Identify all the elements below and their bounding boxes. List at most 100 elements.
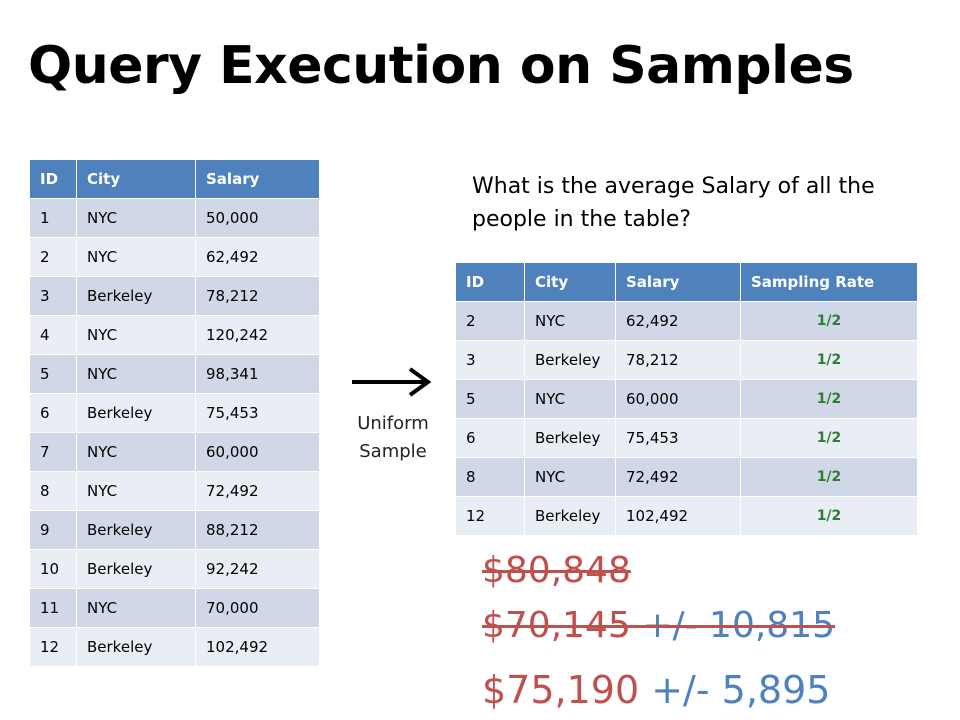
- salary-cell: 72,492: [195, 471, 320, 511]
- sampling-rate-cell: 1/2: [740, 379, 918, 419]
- table-row: 12 Berkeley 102,492: [30, 627, 320, 667]
- city-cell: Berkeley: [76, 627, 196, 667]
- id-cell: 1: [30, 198, 77, 238]
- column-header-sampling-rate: Sampling Rate: [740, 263, 918, 302]
- salary-cell: 50,000: [195, 198, 320, 238]
- salary-cell: 62,492: [195, 237, 320, 277]
- estimate-second-error: +/- 5,895: [639, 668, 831, 712]
- salary-cell: 102,492: [615, 496, 741, 536]
- city-cell: NYC: [76, 432, 196, 472]
- id-cell: 7: [30, 432, 77, 472]
- id-cell: 12: [30, 627, 77, 667]
- sampling-rate-cell: 1/2: [740, 340, 918, 380]
- salary-cell: 98,341: [195, 354, 320, 394]
- salary-cell: 75,453: [615, 418, 741, 458]
- table-row: 11 NYC 70,000: [30, 588, 320, 628]
- salary-cell: 70,000: [195, 588, 320, 628]
- table-row: 5 NYC 98,341: [30, 354, 320, 394]
- table-row: 2 NYC 62,492 1/2: [456, 301, 918, 341]
- table-row: 10 Berkeley 92,242: [30, 549, 320, 589]
- id-cell: 4: [30, 315, 77, 355]
- city-cell: Berkeley: [76, 510, 196, 550]
- table-row: 9 Berkeley 88,212: [30, 510, 320, 550]
- id-cell: 12: [456, 496, 525, 536]
- id-cell: 8: [456, 457, 525, 497]
- salary-cell: 60,000: [615, 379, 741, 419]
- table-row: 7 NYC 60,000: [30, 432, 320, 472]
- id-cell: 6: [456, 418, 525, 458]
- table-row: 3 Berkeley 78,212: [30, 276, 320, 316]
- table-row: 3 Berkeley 78,212 1/2: [456, 340, 918, 380]
- table-row: 6 Berkeley 75,453: [30, 393, 320, 433]
- city-cell: Berkeley: [76, 393, 196, 433]
- id-cell: 11: [30, 588, 77, 628]
- estimate-first-strike: $70,145 +/- 10,815: [482, 605, 835, 646]
- salary-cell: 75,453: [195, 393, 320, 433]
- estimate-first-error: +/- 10,815: [630, 605, 836, 646]
- table-row: 5 NYC 60,000 1/2: [456, 379, 918, 419]
- city-cell: NYC: [76, 315, 196, 355]
- column-header-salary: Salary: [195, 160, 320, 199]
- sampling-rate-cell: 1/2: [740, 457, 918, 497]
- sample-table: ID City Salary Sampling Rate 2 NYC 62,492 1…: [456, 263, 918, 536]
- city-cell: NYC: [524, 379, 616, 419]
- city-cell: NYC: [76, 237, 196, 277]
- city-cell: NYC: [76, 354, 196, 394]
- salary-cell: 60,000: [195, 432, 320, 472]
- sampling-rate-cell: 1/2: [740, 496, 918, 536]
- column-header-salary: Salary: [615, 263, 741, 302]
- id-cell: 3: [456, 340, 525, 380]
- question-text: What is the average Salary of all the pe…: [472, 174, 875, 232]
- id-cell: 2: [456, 301, 525, 341]
- id-cell: 5: [30, 354, 77, 394]
- column-header-id: ID: [456, 263, 525, 302]
- estimate-second: $75,190 +/- 5,895: [482, 668, 830, 712]
- table-row: 12 Berkeley 102,492 1/2: [456, 496, 918, 536]
- city-cell: NYC: [76, 588, 196, 628]
- city-cell: Berkeley: [524, 496, 616, 536]
- table-row: 6 Berkeley 75,453 1/2: [456, 418, 918, 458]
- id-cell: 10: [30, 549, 77, 589]
- table-row: 2 NYC 62,492: [30, 237, 320, 277]
- city-cell: Berkeley: [524, 340, 616, 380]
- right-arrow-icon: [350, 365, 434, 404]
- estimate-second-value: $75,190: [482, 668, 640, 712]
- id-cell: 8: [30, 471, 77, 511]
- salary-cell: 102,492: [195, 627, 320, 667]
- salary-cell: 62,492: [615, 301, 741, 341]
- city-cell: NYC: [76, 471, 196, 511]
- arrow-label-line-2: Sample: [359, 441, 427, 462]
- table-row: 1 NYC 50,000: [30, 198, 320, 238]
- city-cell: Berkeley: [524, 418, 616, 458]
- arrow-label: Uniform Sample: [338, 410, 448, 466]
- column-header-city: City: [76, 160, 196, 199]
- salary-cell: 92,242: [195, 549, 320, 589]
- city-cell: Berkeley: [76, 276, 196, 316]
- salary-cell: 120,242: [195, 315, 320, 355]
- sampling-rate-cell: 1/2: [740, 301, 918, 341]
- id-cell: 6: [30, 393, 77, 433]
- exact-average: $80,848: [482, 550, 631, 591]
- column-header-city: City: [524, 263, 616, 302]
- slide-title: Query Execution on Samples: [28, 36, 854, 96]
- salary-cell: 72,492: [615, 457, 741, 497]
- full-table: ID City Salary 1 NYC 50,000 2 NYC 62,492 3 Berk…: [30, 160, 320, 667]
- table-row: 8 NYC 72,492: [30, 471, 320, 511]
- table-row: 8 NYC 72,492 1/2: [456, 457, 918, 497]
- city-cell: NYC: [76, 198, 196, 238]
- arrow-label-line-1: Uniform: [357, 413, 429, 434]
- id-cell: 3: [30, 276, 77, 316]
- column-header-id: ID: [30, 160, 77, 199]
- sampling-rate-cell: 1/2: [740, 418, 918, 458]
- table-header-row: ID City Salary: [30, 160, 320, 199]
- salary-cell: 78,212: [615, 340, 741, 380]
- id-cell: 9: [30, 510, 77, 550]
- table-header-row: ID City Salary Sampling Rate: [456, 263, 918, 302]
- city-cell: NYC: [524, 457, 616, 497]
- salary-cell: 88,212: [195, 510, 320, 550]
- estimate-first: $70,145 +/- 10,815: [482, 605, 835, 646]
- id-cell: 5: [456, 379, 525, 419]
- id-cell: 2: [30, 237, 77, 277]
- estimate-first-value: $70,145: [482, 605, 631, 646]
- city-cell: Berkeley: [76, 549, 196, 589]
